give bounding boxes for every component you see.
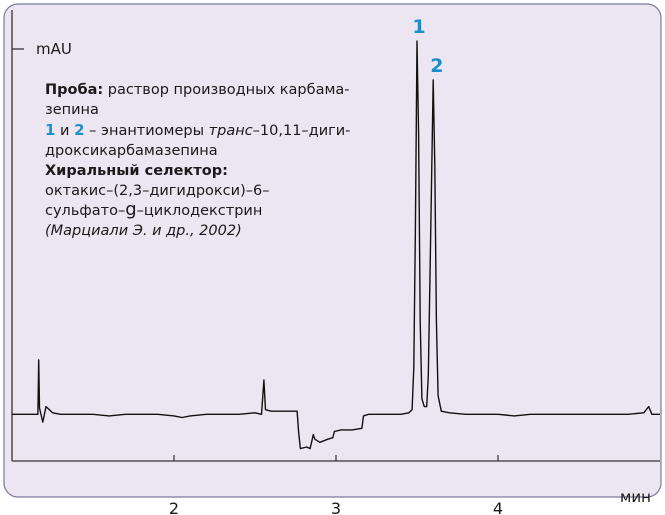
x-tick-label: 4 bbox=[493, 499, 503, 515]
peak-ref-2: 2 bbox=[74, 121, 85, 139]
compound-text: –10,11–диги- bbox=[252, 123, 351, 139]
annotation-line-4: дроксикарбамазепина bbox=[45, 143, 218, 159]
sample-annotation: Проба: раствор производных карбама- зепи… bbox=[45, 80, 405, 241]
annotation-line-1: Проба: раствор производных карбама- bbox=[45, 80, 405, 100]
selector-text-start: сульфато– bbox=[45, 203, 126, 219]
x-tick-label: 2 bbox=[169, 499, 179, 515]
and-text: и bbox=[55, 123, 75, 139]
peak-label-1: 1 bbox=[412, 16, 425, 38]
selector-text-end: –циклодекстрин bbox=[136, 203, 263, 219]
enantiomer-text: – энантиомеры bbox=[84, 123, 209, 139]
annotation-line-6: октакис–(2,3–дигидрокси)–6– bbox=[45, 183, 270, 199]
plot-background bbox=[3, 3, 662, 498]
selector-title: Хиральный селектор: bbox=[45, 163, 228, 179]
citation: (Марциали Э. и др., 2002) bbox=[45, 223, 242, 239]
annotation-line-7: сульфато–g–циклодекстрин bbox=[45, 201, 405, 221]
sample-text: раствор производных карбама- bbox=[103, 82, 350, 98]
annotation-line-3: 1 и 2 – энантиомеры транс–10,11–диги- bbox=[45, 120, 405, 141]
gamma-symbol: g bbox=[125, 199, 137, 220]
annotation-line-2: зепина bbox=[45, 102, 99, 118]
chromatogram-trace bbox=[12, 40, 660, 450]
sample-title: Проба: bbox=[45, 82, 104, 98]
x-axis-label: мин bbox=[620, 488, 651, 506]
y-axis-label: mAU bbox=[36, 40, 72, 58]
peak-label-2: 2 bbox=[430, 55, 443, 77]
x-tick-label: 3 bbox=[331, 499, 341, 515]
peak-ref-1: 1 bbox=[45, 121, 56, 139]
trans-text: транс bbox=[208, 123, 253, 139]
